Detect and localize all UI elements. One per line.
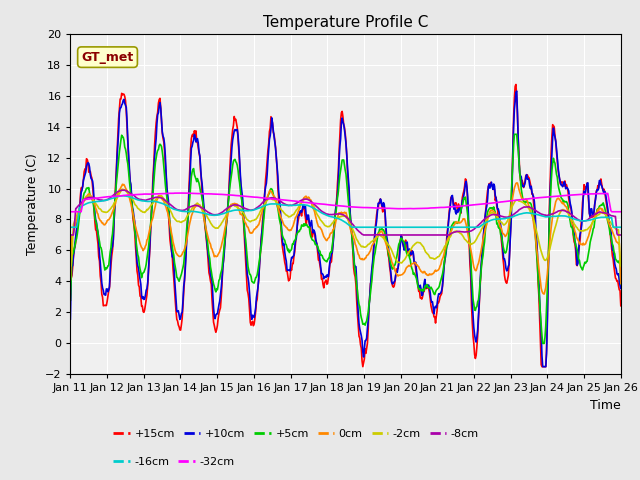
0cm: [189, 209, 196, 215]
-8cm: [77, 201, 84, 206]
-8cm: [617, 232, 625, 238]
-16cm: [429, 224, 437, 230]
-8cm: [134, 196, 141, 202]
-2cm: [219, 218, 227, 224]
-16cm: [67, 224, 74, 230]
-16cm: [120, 193, 127, 199]
-8cm: [67, 232, 74, 238]
-16cm: [617, 224, 625, 230]
0cm: [617, 280, 625, 286]
-16cm: [77, 204, 84, 210]
+15cm: [512, 82, 520, 87]
+15cm: [413, 277, 421, 283]
-2cm: [429, 255, 437, 261]
0cm: [218, 240, 226, 246]
Legend: -16cm, -32cm: -16cm, -32cm: [109, 452, 239, 471]
-8cm: [121, 187, 129, 193]
-2cm: [67, 263, 74, 269]
+10cm: [133, 259, 141, 265]
0cm: [413, 262, 420, 268]
0cm: [540, 291, 548, 297]
-2cm: [118, 186, 126, 192]
+10cm: [429, 299, 436, 305]
+15cm: [359, 364, 367, 370]
+5cm: [133, 246, 141, 252]
0cm: [67, 277, 74, 283]
-8cm: [190, 203, 198, 209]
-32cm: [617, 209, 625, 215]
-32cm: [190, 191, 198, 196]
Line: -8cm: -8cm: [70, 190, 621, 235]
Line: +15cm: +15cm: [70, 84, 621, 367]
-2cm: [617, 263, 625, 269]
+5cm: [617, 281, 625, 287]
Y-axis label: Temperature (C): Temperature (C): [26, 153, 39, 255]
-2cm: [413, 240, 421, 245]
Line: +5cm: +5cm: [70, 134, 621, 343]
+5cm: [218, 266, 226, 272]
-8cm: [413, 232, 421, 238]
-2cm: [134, 205, 141, 211]
-32cm: [181, 190, 189, 196]
Line: 0cm: 0cm: [70, 183, 621, 294]
+5cm: [539, 340, 547, 346]
+10cm: [539, 364, 547, 370]
+10cm: [413, 267, 420, 273]
-8cm: [429, 232, 437, 238]
+15cm: [189, 132, 196, 137]
+15cm: [67, 297, 74, 303]
+5cm: [429, 287, 436, 293]
Line: +10cm: +10cm: [70, 91, 621, 367]
Line: -32cm: -32cm: [70, 193, 621, 212]
0cm: [77, 205, 84, 211]
+15cm: [429, 310, 437, 315]
Text: GT_met: GT_met: [81, 51, 134, 64]
-16cm: [134, 197, 141, 203]
-32cm: [67, 209, 74, 215]
+10cm: [513, 88, 520, 94]
-32cm: [77, 209, 84, 215]
+10cm: [77, 200, 84, 205]
+15cm: [77, 193, 84, 199]
+15cm: [218, 281, 226, 287]
+5cm: [77, 208, 84, 214]
-16cm: [219, 211, 227, 216]
-32cm: [429, 205, 437, 211]
-8cm: [219, 209, 227, 215]
-32cm: [219, 192, 227, 197]
-2cm: [77, 205, 84, 211]
-32cm: [413, 205, 421, 211]
+10cm: [617, 286, 625, 291]
0cm: [429, 271, 436, 276]
+15cm: [617, 303, 625, 309]
+10cm: [67, 316, 74, 322]
Title: Temperature Profile C: Temperature Profile C: [263, 15, 428, 30]
Line: -2cm: -2cm: [70, 189, 621, 266]
-16cm: [190, 209, 198, 215]
0cm: [513, 180, 520, 186]
+10cm: [189, 140, 196, 145]
+5cm: [67, 297, 74, 303]
+10cm: [218, 276, 226, 282]
0cm: [133, 229, 141, 235]
+5cm: [189, 167, 196, 172]
+5cm: [413, 276, 420, 281]
-32cm: [133, 192, 141, 197]
Line: -16cm: -16cm: [70, 196, 621, 227]
+5cm: [511, 132, 518, 137]
X-axis label: Time: Time: [590, 399, 621, 412]
-16cm: [413, 224, 421, 230]
-2cm: [190, 204, 198, 210]
+15cm: [133, 268, 141, 274]
